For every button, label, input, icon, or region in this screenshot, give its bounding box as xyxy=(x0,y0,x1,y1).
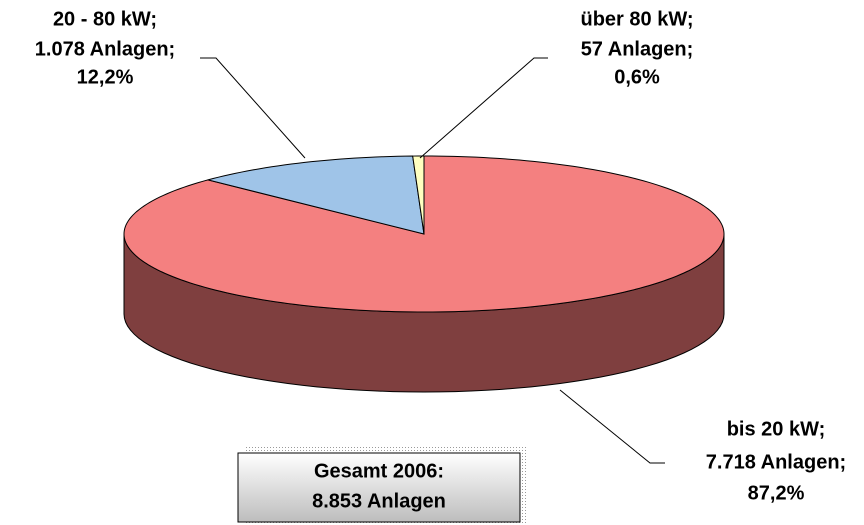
slice-category: bis 20 kW; xyxy=(727,418,826,440)
leader-line xyxy=(200,57,306,159)
slice xyxy=(412,155,425,235)
annotation-text: 8.853 Anlagen xyxy=(312,490,446,512)
slice-value: 87,2% xyxy=(748,482,805,504)
annotation-text: Gesamt 2006: xyxy=(314,460,444,482)
slice-value: 0,6% xyxy=(614,66,660,88)
leader-line xyxy=(419,57,548,159)
slice xyxy=(207,155,425,235)
slice-category: 20 - 80 kW; xyxy=(53,8,157,30)
slice-category: über 80 kW; xyxy=(581,8,694,30)
box xyxy=(237,452,521,523)
slice-value: 12,2% xyxy=(77,66,134,88)
leader-line xyxy=(559,389,665,464)
leader-lines xyxy=(200,57,665,464)
pie xyxy=(123,155,725,393)
slice-count: 1.078 Anlagen; xyxy=(35,38,175,60)
slice-count: 7.718 Anlagen; xyxy=(706,451,846,473)
annotation-box: Gesamt 2006: 8.853 Anlagen xyxy=(237,447,526,523)
slice-count: 57 Anlagen; xyxy=(581,38,694,60)
